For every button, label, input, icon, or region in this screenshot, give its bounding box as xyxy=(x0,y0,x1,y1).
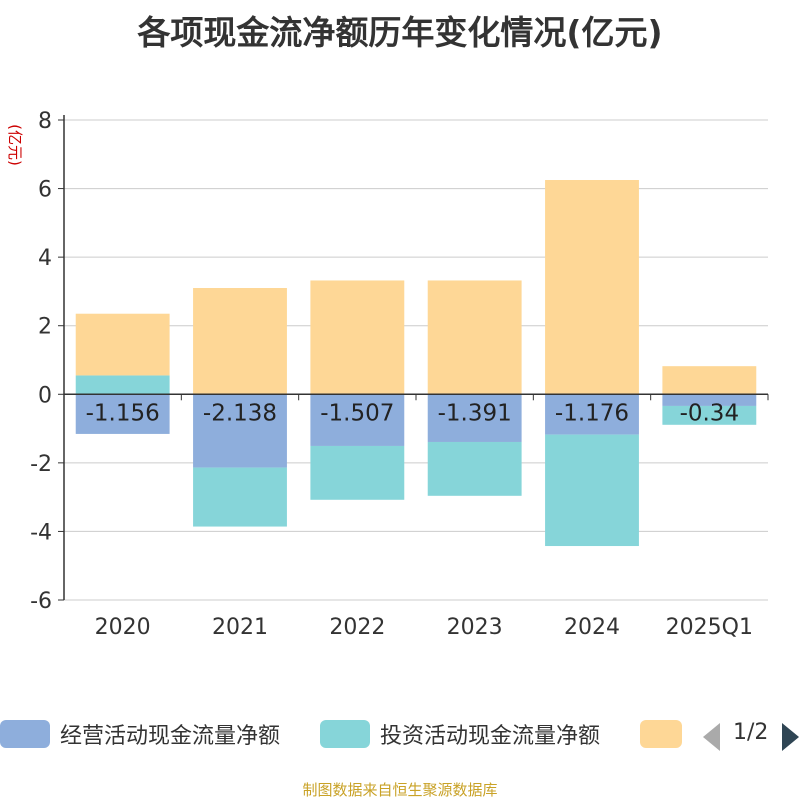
bar-series1-2023 xyxy=(427,441,522,496)
legend-label-operating: 经营活动现金流量净额 xyxy=(60,724,281,749)
data-label-2022: -1.507 xyxy=(320,400,394,426)
bar-series1-2022 xyxy=(310,445,405,500)
bar-series2-2024 xyxy=(545,180,639,395)
bar-series0-2024 xyxy=(545,394,639,435)
bar-chart: 8 6 4 2 0 -2 -4 -6 2020 2021 2022 2023 2024 2025Q1 (亿元… xyxy=(6,109,769,640)
data-label-2024: -1.176 xyxy=(555,400,629,426)
data-label-2021: -2.138 xyxy=(203,400,277,426)
bar-series0-2020 xyxy=(75,394,170,434)
y-tick-label: 2 xyxy=(38,315,52,340)
y-tick-label: 8 xyxy=(38,109,52,134)
data-source-footer: 制图数据来自恒生聚源数据库 xyxy=(302,781,498,799)
x-tick-label: 2020 xyxy=(95,615,151,640)
data-labels: -1.156 -2.138 -1.507 -1.391 -1.176 -0.34 xyxy=(86,400,740,426)
bar-series2-2022 xyxy=(310,280,405,395)
x-tick-label: 2021 xyxy=(212,615,268,640)
x-tick-label: 2022 xyxy=(329,615,385,640)
x-tick-label: 2025Q1 xyxy=(666,615,753,640)
y-axis-label: (亿元) xyxy=(6,124,24,166)
bar-series2-2025Q1 xyxy=(662,366,757,395)
bar-series2-2021 xyxy=(193,288,287,395)
bar-series1-2024 xyxy=(545,434,639,547)
x-tick-label: 2024 xyxy=(564,615,620,640)
x-tick-label: 2023 xyxy=(447,615,503,640)
triangle-left-icon[interactable] xyxy=(703,723,720,751)
data-label-2023: -1.391 xyxy=(438,400,512,426)
bar-series1-2020 xyxy=(75,375,170,395)
bar-series0-2022 xyxy=(310,394,405,446)
y-tick-label: 6 xyxy=(38,178,52,203)
bar-series0-2021 xyxy=(193,394,287,468)
data-label-2025Q1: -0.34 xyxy=(680,400,740,426)
bar-series0-2025Q1 xyxy=(662,394,757,406)
y-tick-label: -4 xyxy=(30,520,52,545)
bar-series2-2020 xyxy=(75,313,170,376)
bar-series1-2021 xyxy=(193,467,287,527)
legend: 经营活动现金流量净额 投资活动现金流量净额 1/2 xyxy=(0,716,800,752)
y-tick-label: 4 xyxy=(38,246,52,271)
y-tick-label: 0 xyxy=(38,383,52,408)
legend-swatch-operating xyxy=(0,720,50,748)
legend-pager: 1/2 xyxy=(733,720,769,745)
y-tick-label: -6 xyxy=(30,589,52,614)
legend-swatch-investing xyxy=(320,720,370,748)
legend-swatch-financing xyxy=(640,720,682,748)
bar-series0-2023 xyxy=(427,394,522,442)
axes: 8 6 4 2 0 -2 -4 -6 2020 2021 2022 2023 2024 2025Q1 (亿元… xyxy=(6,109,769,640)
chart-title: 各项现金流净额历年变化情况(亿元) xyxy=(137,13,663,52)
y-tick-label: -2 xyxy=(30,452,52,477)
data-label-2020: -1.156 xyxy=(86,400,160,426)
legend-label-investing: 投资活动现金流量净额 xyxy=(380,724,601,749)
grid-lines xyxy=(64,119,768,601)
bars xyxy=(75,180,757,547)
triangle-right-icon[interactable] xyxy=(782,723,799,751)
bar-series1-2025Q1 xyxy=(662,405,757,425)
bar-series2-2023 xyxy=(427,280,522,395)
